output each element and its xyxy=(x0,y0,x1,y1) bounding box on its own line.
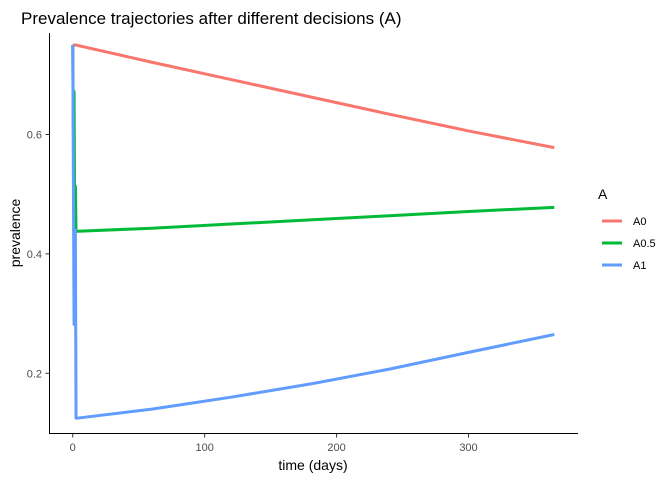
y-axis-ticks: 0.2 0.4 0.6 xyxy=(27,129,50,380)
series-line-A0-5 xyxy=(71,44,555,233)
x-tick-label: 300 xyxy=(459,442,477,454)
x-tick-label: 200 xyxy=(327,442,345,454)
y-axis-title: prevalence xyxy=(7,199,23,268)
legend-title: A xyxy=(598,186,608,202)
plot-area xyxy=(71,43,555,420)
x-axis-title: time (days) xyxy=(278,457,347,473)
series-line-A0 xyxy=(72,43,555,150)
legend-label: A0.5 xyxy=(633,238,656,250)
x-tick-label: 0 xyxy=(70,442,76,454)
legend: A A0 A0.5 A1 xyxy=(598,186,656,272)
y-tick-label: 0.2 xyxy=(27,368,42,380)
y-tick-label: 0.6 xyxy=(27,129,42,141)
y-tick-label: 0.4 xyxy=(27,249,42,261)
legend-label: A0 xyxy=(633,216,646,228)
x-axis-ticks: 0 100 200 300 xyxy=(70,433,478,454)
legend-label: A1 xyxy=(633,260,646,272)
series-line-A1 xyxy=(71,44,555,420)
x-tick-label: 100 xyxy=(195,442,213,454)
chart-title: Prevalence trajectories after different … xyxy=(21,9,401,28)
